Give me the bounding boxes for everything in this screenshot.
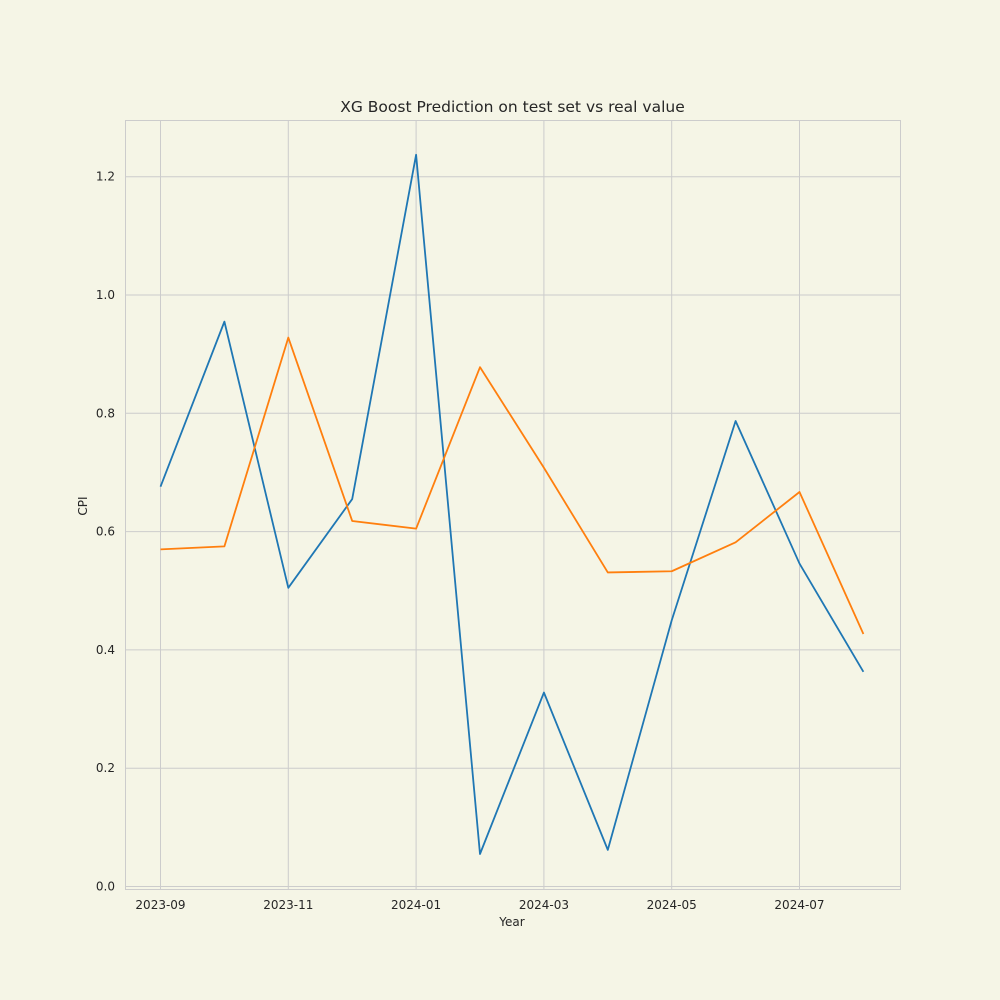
x-tick-label: 2023-11 [263, 898, 313, 912]
x-tick-label: 2024-05 [647, 898, 697, 912]
y-tick-label: 0.6 [96, 525, 115, 539]
y-axis-label: CPI [76, 496, 90, 515]
x-tick-label: 2024-01 [391, 898, 441, 912]
plot-frame [125, 120, 901, 890]
y-tick-label: 0.8 [96, 406, 115, 420]
y-tick-label: 1.0 [96, 288, 115, 302]
series-line-2 [160, 336, 865, 635]
grid [125, 120, 901, 890]
x-tick-labels: 2023-09 2023-11 2024-01 2024-03 2024-05 2024-… [135, 898, 824, 912]
x-axis-label: Year [498, 915, 524, 929]
series-line-1 [159, 153, 865, 855]
series-layer [159, 153, 865, 855]
y-tick-label: 0.0 [96, 880, 115, 894]
y-tick-labels: 0.0 0.2 0.4 0.6 0.8 1.0 1.2 [96, 170, 115, 894]
x-tick-label: 2023-09 [135, 898, 185, 912]
chart-title: XG Boost Prediction on test set vs real … [340, 98, 685, 116]
y-tick-label: 1.2 [96, 170, 115, 184]
y-tick-label: 0.2 [96, 761, 115, 775]
x-tick-label: 2024-07 [774, 898, 824, 912]
y-tick-label: 0.4 [96, 643, 115, 657]
x-tick-label: 2024-03 [519, 898, 569, 912]
